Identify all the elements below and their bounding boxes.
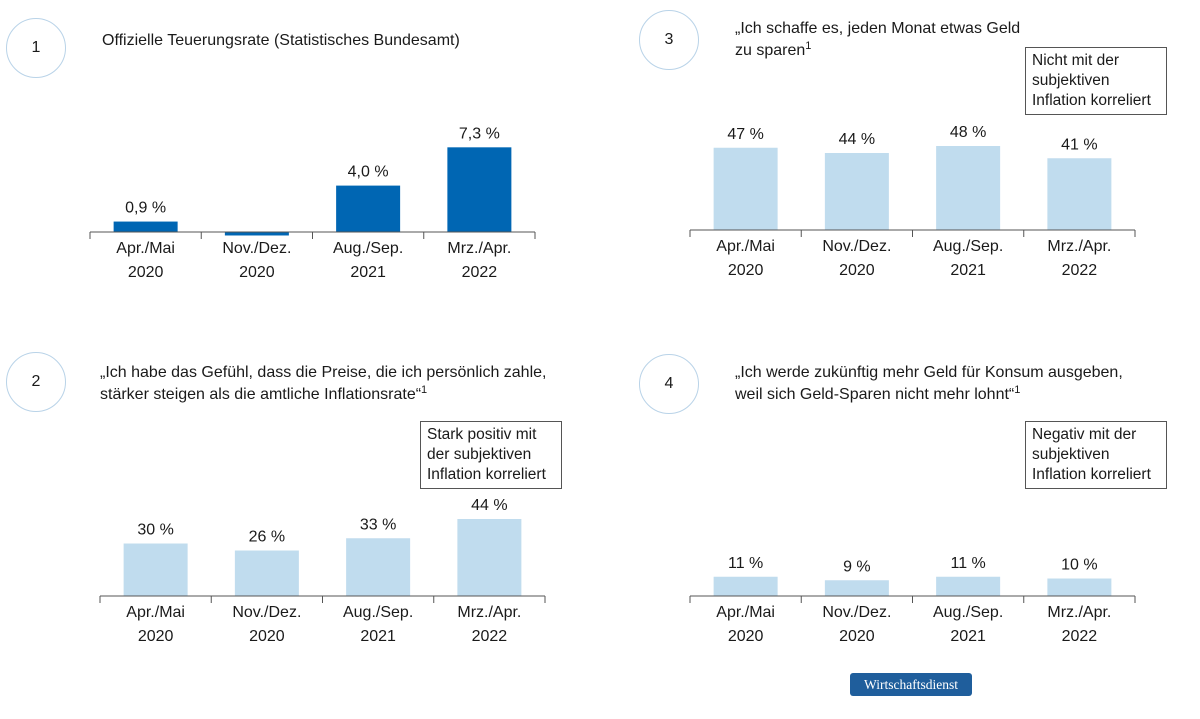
panel-2-value-label-1: 30 % — [137, 522, 173, 539]
panel-2-title: „Ich habe das Gefühl, dass die Preise, d… — [100, 362, 570, 406]
panel-3-value-label-2: 44 % — [839, 131, 875, 148]
panel-3-title: „Ich schaffe es, jeden Monat etwas Geld … — [735, 18, 1025, 62]
panel-4-category-label-2-line-2: 2020 — [839, 628, 875, 645]
panel-4-value-label-2: 9 % — [843, 558, 871, 575]
panel-3-title-text: „Ich schaffe es, jeden Monat etwas Geld … — [735, 20, 1021, 59]
panel-2-category-label-1-line-2: 2020 — [138, 628, 174, 645]
panel-1-category-label-3-line-1: Aug./Sep. — [333, 240, 403, 257]
panel-1-category-label-4-line-2: 2022 — [462, 264, 498, 281]
panel-2-bar-1 — [123, 543, 188, 596]
wirtschaftsdienst-logo: Wirtschaftsdienst — [850, 673, 972, 696]
panel-4-title-footnote: 1 — [1014, 384, 1021, 396]
panel-2-category-label-4-line-1: Mrz./Apr. — [457, 604, 521, 621]
panel-4-value-label-3: 11 % — [950, 555, 985, 572]
panel-4-value-label-1: 11 % — [728, 555, 763, 572]
panel-1-bar-4 — [447, 147, 512, 232]
panel-4-note-text: Negativ mit der subjektiven Inflation ko… — [1032, 426, 1151, 483]
panel-4-category-label-3-line-1: Aug./Sep. — [933, 604, 1003, 621]
panel-2-category-label-3-line-2: 2021 — [360, 628, 396, 645]
panel-1-category-label-2-line-1: Nov./Dez. — [222, 240, 291, 257]
panel-4-bar-2 — [824, 580, 889, 596]
panel-2-number: 2 — [31, 373, 41, 390]
panel-3-bar-1 — [713, 147, 778, 230]
panel-1-category-label-4-line-1: Mrz./Apr. — [447, 240, 511, 257]
panel-3-bar-2 — [824, 153, 889, 230]
panel-4-bar-4 — [1047, 578, 1112, 596]
panel-3-value-label-3: 48 % — [950, 124, 986, 141]
panel-1-number: 1 — [31, 39, 41, 56]
panel-3-note-text: Nicht mit der subjektiven Inflation korr… — [1032, 52, 1151, 109]
panel-4-number-badge: 4 — [639, 354, 699, 414]
panel-2-category-label-2-line-2: 2020 — [249, 628, 285, 645]
panel-2-title-text: „Ich habe das Gefühl, dass die Preise, d… — [100, 364, 547, 403]
panel-2-title-footnote: 1 — [421, 384, 428, 396]
panel-2-category-label-1-line-1: Apr./Mai — [126, 604, 185, 621]
brand-label: Wirtschaftsdienst — [864, 676, 958, 692]
panel-1-value-label-3: 4,0 % — [348, 164, 389, 181]
panel-3-value-label-4: 41 % — [1061, 136, 1097, 153]
panel-1-category-label-2-line-2: 2020 — [239, 264, 275, 281]
panel-3-category-label-1-line-1: Apr./Mai — [716, 238, 775, 255]
panel-2-bar-4 — [457, 519, 522, 596]
panel-4-number: 4 — [664, 375, 674, 392]
panel-4-category-label-4-line-1: Mrz./Apr. — [1047, 604, 1111, 621]
panel-3-category-label-1-line-2: 2020 — [728, 262, 764, 279]
panel-2-bar-3 — [346, 538, 411, 596]
panel-2-note-text: Stark positiv mit der subjektiven Inflat… — [427, 426, 546, 483]
panel-1-value-label-1: 0,9 % — [125, 200, 166, 217]
panel-1-value-label-4: 7,3 % — [459, 125, 500, 142]
panel-3-value-label-1: 47 % — [727, 126, 763, 143]
panel-3-category-label-4-line-2: 2022 — [1062, 262, 1098, 279]
panel-4-bar-3 — [936, 576, 1001, 596]
panel-3-category-label-2-line-2: 2020 — [839, 262, 875, 279]
panel-4-category-label-1-line-2: 2020 — [728, 628, 764, 645]
panel-3-category-label-4-line-1: Mrz./Apr. — [1047, 238, 1111, 255]
panel-3-category-label-3-line-1: Aug./Sep. — [933, 238, 1003, 255]
panel-4-category-label-4-line-2: 2022 — [1062, 628, 1098, 645]
panel-1-bar-1 — [113, 221, 178, 232]
panel-4-value-label-4: 10 % — [1061, 557, 1097, 574]
panel-4-note: Negativ mit der subjektiven Inflation ko… — [1025, 421, 1167, 489]
panel-4-title: „Ich werde zukünftig mehr Geld für Konsu… — [735, 362, 1140, 406]
panel-1-category-label-1-line-2: 2020 — [128, 264, 164, 281]
panel-1-category-label-1-line-1: Apr./Mai — [116, 240, 175, 257]
panel-2-category-label-4-line-2: 2022 — [472, 628, 508, 645]
panel-3-bar-4 — [1047, 158, 1112, 230]
panel-1-title: Offizielle Teuerungsrate (Statistisches … — [102, 30, 582, 52]
panel-3-category-label-2-line-1: Nov./Dez. — [822, 238, 891, 255]
panel-2-value-label-4: 44 % — [471, 497, 507, 514]
panel-2-category-label-2-line-1: Nov./Dez. — [232, 604, 301, 621]
panel-2-value-label-2: 26 % — [249, 529, 285, 546]
panel-3-number-badge: 3 — [639, 10, 699, 70]
panel-4-category-label-3-line-2: 2021 — [950, 628, 986, 645]
panel-1-number-badge: 1 — [6, 18, 66, 78]
panel-4-category-label-1-line-1: Apr./Mai — [716, 604, 775, 621]
panel-1-bar-2 — [224, 232, 289, 236]
panel-1-bar-3 — [336, 185, 401, 232]
panel-3-title-footnote: 1 — [805, 40, 812, 52]
panel-3-note: Nicht mit der subjektiven Inflation korr… — [1025, 47, 1167, 115]
panel-2-number-badge: 2 — [6, 352, 66, 412]
panel-3-category-label-3-line-2: 2021 — [950, 262, 986, 279]
panel-4-category-label-2-line-1: Nov./Dez. — [822, 604, 891, 621]
panel-2-value-label-3: 33 % — [360, 516, 396, 533]
panel-2-bar-2 — [234, 550, 299, 596]
panel-4-bar-1 — [713, 576, 778, 596]
panel-3-bar-3 — [936, 146, 1001, 230]
panel-1-category-label-3-line-2: 2021 — [350, 264, 386, 281]
panel-2-note: Stark positiv mit der subjektiven Inflat… — [420, 421, 562, 489]
panel-4-title-text: „Ich werde zukünftig mehr Geld für Konsu… — [735, 364, 1123, 403]
panel-3-number: 3 — [664, 31, 674, 48]
panel-2-category-label-3-line-1: Aug./Sep. — [343, 604, 413, 621]
panel-1-title-text: Offizielle Teuerungsrate (Statistisches … — [102, 32, 460, 49]
